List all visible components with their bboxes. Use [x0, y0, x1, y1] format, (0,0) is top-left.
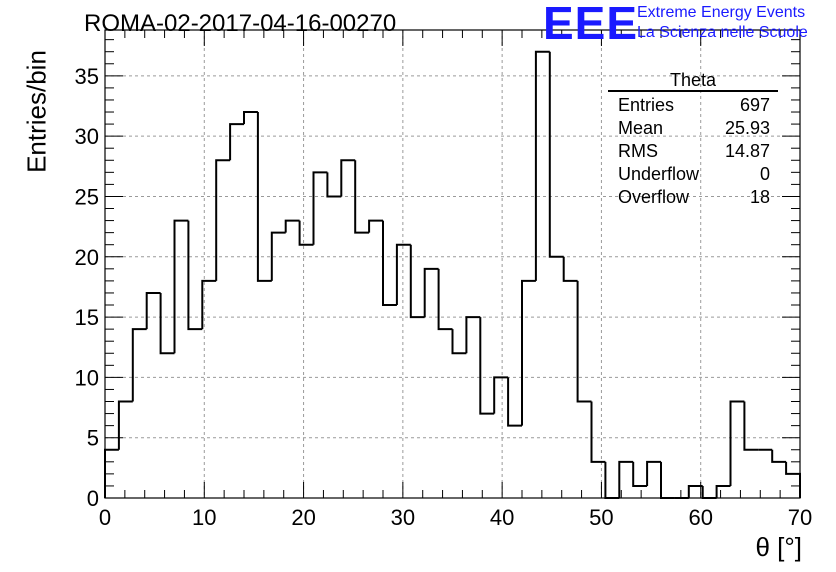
histogram-bin [437, 268, 453, 331]
chart-title: ROMA-02-2017-04-16-00270 [84, 10, 397, 37]
stats-value: 25.93 [724, 118, 770, 138]
x-tick-label: 0 [99, 505, 111, 530]
histogram-bin [590, 401, 606, 463]
axis-ticks [104, 30, 801, 499]
logo-line-2: La Scienza nelle Scuole [637, 24, 808, 41]
histogram-bin [368, 219, 383, 233]
stats-row-overflow: Overflow 18 [608, 186, 778, 209]
plot-frame [104, 29, 801, 499]
histogram-bin [131, 328, 147, 402]
histogram-bin [395, 243, 411, 306]
histogram-bin [507, 377, 522, 427]
stats-row-entries: Entries 697 [608, 94, 778, 117]
x-tick-label: 50 [589, 505, 613, 530]
stats-row-mean: Mean 25.93 [608, 117, 778, 140]
histogram-bin [479, 317, 495, 415]
histogram-bin [423, 267, 439, 318]
histogram-bin [270, 231, 286, 281]
histogram-bin [562, 256, 578, 282]
histogram-bin [145, 291, 161, 330]
histogram-bin [729, 400, 745, 486]
stats-label: Mean [618, 118, 664, 138]
histogram-bin [354, 160, 370, 234]
histogram-bin [117, 400, 133, 450]
stats-label: Overflow [618, 187, 690, 207]
stats-row-rms: RMS 14.87 [608, 140, 778, 163]
histogram-bin [187, 220, 203, 331]
histogram-bin [298, 220, 314, 246]
histogram-bin [173, 219, 189, 354]
histogram-bin [687, 484, 703, 498]
stats-value: 697 [739, 95, 770, 115]
y-tick-label: 25 [75, 184, 99, 209]
histogram-bin [604, 461, 620, 499]
grid-lines [105, 30, 800, 498]
stats-value: 18 [749, 187, 770, 207]
logo-line-1: Extreme Energy Events [637, 4, 806, 21]
histogram-bin [785, 461, 801, 498]
histogram-bin [326, 172, 342, 198]
histogram-bin [715, 484, 731, 498]
y-tick-label: 10 [75, 365, 99, 390]
histogram-bin [660, 461, 675, 499]
y-tick-label: 20 [75, 245, 99, 270]
x-tick-label: 20 [291, 505, 315, 530]
histogram-bin [743, 401, 759, 451]
histogram-bin [340, 159, 356, 197]
y-axis-label: Entries/bin [21, 50, 52, 173]
y-tick-label: 5 [87, 426, 99, 451]
histogram-bin [104, 448, 119, 498]
y-tick-label: 15 [75, 305, 99, 330]
histogram-bin [548, 51, 564, 258]
x-tick-label: 60 [688, 505, 712, 530]
histogram-bin [243, 111, 258, 125]
histogram-bin [312, 171, 328, 245]
x-tick-label: 70 [788, 505, 812, 530]
histogram-bin [215, 159, 231, 281]
y-tick-label: 35 [75, 64, 99, 89]
histogram-bin [256, 112, 272, 282]
stats-row-underflow: Underflow 0 [608, 163, 778, 186]
tick-labels: 0 10 20 30 40 50 60 70 0 5 10 15 20 25 30 35 [75, 64, 813, 530]
histogram-bin [382, 220, 397, 307]
histogram-bin [576, 280, 592, 403]
stats-label: Entries [618, 95, 675, 115]
y-tick-label: 0 [87, 486, 99, 511]
histogram-bin [201, 279, 217, 330]
histogram-bin [493, 376, 509, 414]
histogram-bins [104, 50, 801, 499]
stats-value: 14.87 [724, 141, 770, 161]
plot-border [104, 29, 801, 499]
histogram-bin [521, 279, 536, 426]
stats-label: Underflow [618, 164, 700, 184]
stats-box: Theta Entries 697 Mean 25.93 RMS 14.87 U… [608, 70, 778, 209]
stats-title: Theta [608, 70, 778, 92]
histogram-bin [646, 460, 661, 486]
histogram-bin [159, 292, 175, 355]
eee-logo: EEE [543, 0, 639, 49]
histogram-bin [465, 316, 481, 354]
histogram-bin [701, 485, 717, 499]
histogram-bin [632, 461, 648, 487]
stats-label: RMS [618, 141, 658, 161]
histogram-bin [618, 460, 634, 498]
histogram-bin [534, 50, 550, 281]
stats-value: 0 [759, 164, 770, 184]
histogram-bin [409, 244, 425, 319]
histogram-bin [284, 219, 300, 233]
x-tick-label: 10 [192, 505, 216, 530]
x-axis-label: θ [°] [755, 532, 802, 562]
x-tick-label: 40 [490, 505, 514, 530]
histogram-bin [771, 449, 787, 463]
histogram-bin [451, 329, 467, 355]
y-tick-label: 30 [75, 124, 99, 149]
histogram-bin [229, 123, 244, 161]
x-tick-label: 30 [391, 505, 415, 530]
